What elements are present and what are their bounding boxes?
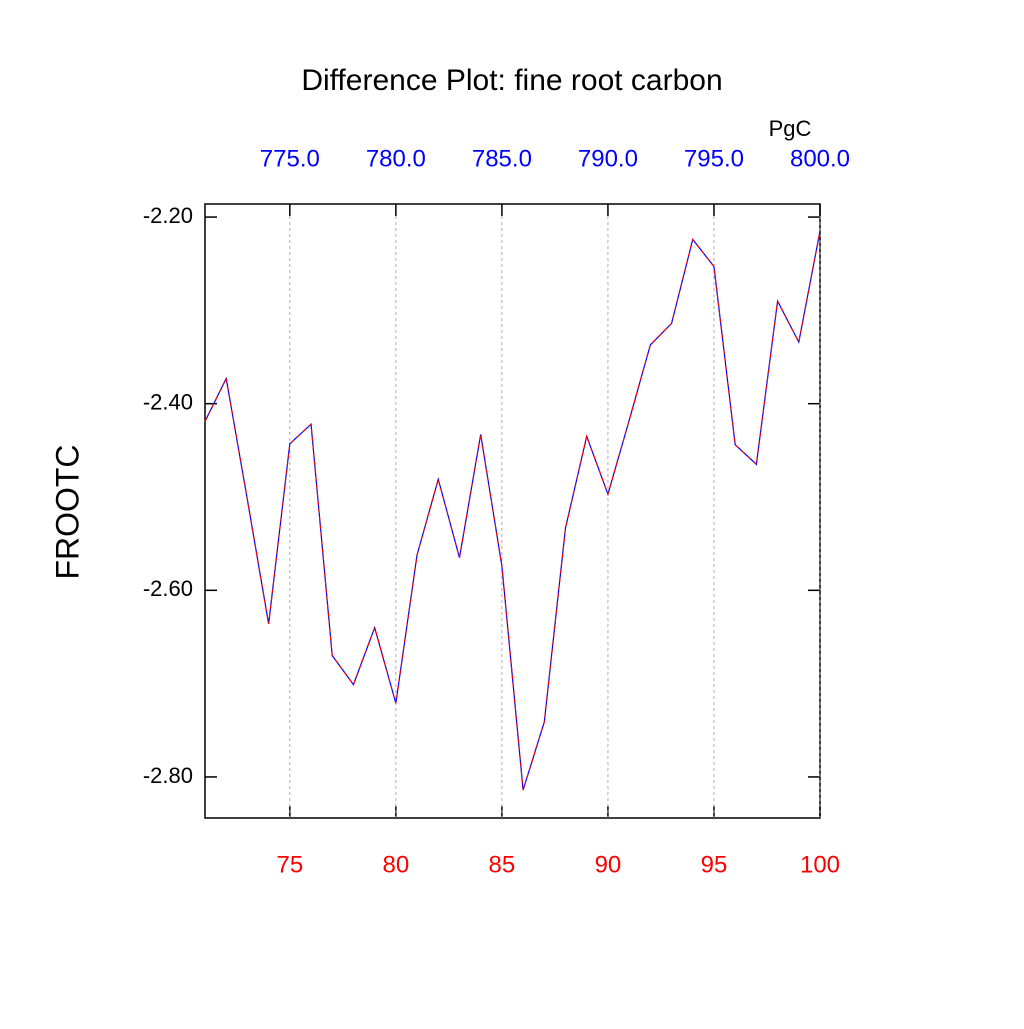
x-tick-label: 80 (383, 851, 410, 878)
y-tick-label: -2.60 (143, 576, 193, 601)
data-line-dash (204, 230, 821, 791)
x2-tick-label: 775.0 (260, 145, 320, 172)
data-line (204, 230, 821, 791)
x2-tick-label: 800.0 (790, 145, 850, 172)
x-tick-label: 75 (276, 851, 303, 878)
x-tick-label: 85 (489, 851, 516, 878)
x-tick-label: 100 (800, 851, 840, 878)
x2-tick-label: 785.0 (472, 145, 532, 172)
x2-tick-label: 795.0 (684, 145, 744, 172)
y-tick-label: -2.20 (143, 203, 193, 228)
y-axis-label: FROOTC (49, 444, 85, 579)
x-tick-label: 90 (595, 851, 622, 878)
y-tick-label: -2.80 (143, 763, 193, 788)
x2-tick-label: 790.0 (578, 145, 638, 172)
plot-frame (204, 203, 821, 819)
x2-tick-label: 780.0 (366, 145, 426, 172)
chart-title: Difference Plot: fine root carbon (301, 64, 722, 97)
y-tick-label: -2.40 (143, 390, 193, 415)
units-label: PgC (769, 116, 812, 141)
x-tick-label: 95 (701, 851, 728, 878)
